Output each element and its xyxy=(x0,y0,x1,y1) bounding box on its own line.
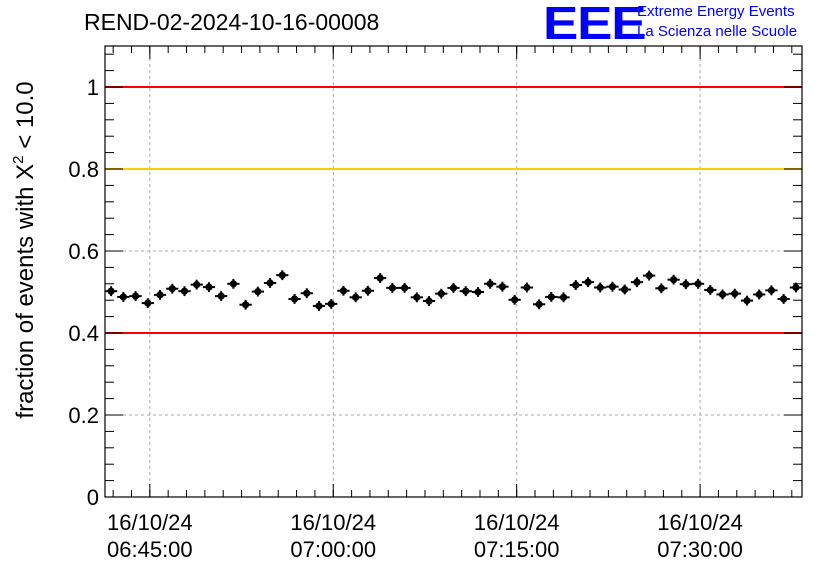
data-point xyxy=(290,295,299,303)
data-point xyxy=(400,284,409,292)
data-point xyxy=(180,287,189,295)
data-point xyxy=(706,286,714,294)
data-point xyxy=(645,272,653,280)
data-point xyxy=(572,281,580,289)
axis-ticks xyxy=(105,46,802,498)
data-point xyxy=(388,284,396,292)
data-point xyxy=(168,285,176,293)
data-point xyxy=(584,278,592,286)
data-point xyxy=(144,299,152,307)
data-point xyxy=(792,283,800,292)
data-point xyxy=(364,287,372,295)
data-point xyxy=(327,300,335,308)
x-tick-label-date: 16/10/24 xyxy=(657,510,743,535)
data-point xyxy=(718,290,727,299)
y-tick-label: 0.2 xyxy=(68,403,99,428)
data-point xyxy=(156,291,164,299)
data-point xyxy=(731,290,739,298)
data-point xyxy=(119,293,127,301)
data-point xyxy=(339,287,348,295)
y-tick-label: 1 xyxy=(87,75,99,100)
data-point xyxy=(376,274,384,282)
y-tick-label: 0 xyxy=(87,485,99,510)
data-point xyxy=(352,293,360,301)
y-tick-label: 0.6 xyxy=(68,239,99,264)
data-point xyxy=(131,292,140,300)
grid-lines xyxy=(105,46,802,497)
data-point xyxy=(511,296,519,304)
data-point xyxy=(413,293,421,301)
data-point xyxy=(559,293,568,301)
data-point xyxy=(755,290,763,299)
data-point xyxy=(486,280,494,288)
logo-line-1: Extreme Energy Events xyxy=(637,3,795,20)
x-tick-labels: 16/10/2406:45:0016/10/2407:00:0016/10/24… xyxy=(107,510,743,562)
data-point xyxy=(425,297,433,305)
data-point xyxy=(657,284,665,292)
data-point xyxy=(205,283,213,291)
data-point xyxy=(462,287,470,295)
data-point xyxy=(217,292,225,300)
data-point xyxy=(523,283,531,292)
data-point xyxy=(474,288,482,296)
y-tick-label: 0.8 xyxy=(68,157,99,182)
x-tick-label-time: 07:00:00 xyxy=(290,537,376,562)
logo-line-2: La Scienza nelle Scuole xyxy=(637,23,798,40)
reference-lines xyxy=(105,86,802,334)
data-point xyxy=(596,283,604,292)
x-tick-label-date: 16/10/24 xyxy=(290,510,376,535)
data-point xyxy=(303,289,311,297)
x-tick-label-date: 16/10/24 xyxy=(107,510,193,535)
data-point xyxy=(107,287,115,295)
x-tick-label-time: 07:30:00 xyxy=(657,537,743,562)
x-tick-label-time: 06:45:00 xyxy=(107,537,193,562)
data-point xyxy=(498,283,507,291)
data-point xyxy=(621,285,629,294)
data-point xyxy=(266,279,274,287)
data-point xyxy=(670,276,678,284)
data-point xyxy=(449,284,458,292)
y-tick-labels: 0 0.2 0.4 0.6 0.8 1 xyxy=(68,75,99,510)
chart-title: REND-02-2024-10-16-00008 xyxy=(84,9,380,35)
data-point xyxy=(278,271,286,279)
data-point xyxy=(633,278,641,286)
data-point xyxy=(193,281,201,289)
data-point xyxy=(780,295,788,303)
data-point xyxy=(242,301,250,309)
y-axis-label: fraction of events with X2 < 10.0 xyxy=(10,81,39,418)
x-tick-label-date: 16/10/24 xyxy=(474,510,560,535)
data-point xyxy=(743,297,751,305)
data-point xyxy=(547,293,555,301)
data-point xyxy=(694,280,702,288)
x-tick-label-time: 07:15:00 xyxy=(474,537,560,562)
data-point xyxy=(608,283,617,291)
data-point xyxy=(254,287,262,296)
plot-frame xyxy=(104,45,803,498)
data-point xyxy=(535,300,543,308)
data-point xyxy=(437,290,445,298)
data-points xyxy=(105,270,802,311)
data-point xyxy=(682,280,690,288)
y-tick-label: 0.4 xyxy=(68,321,99,346)
data-point xyxy=(315,302,323,310)
eee-logo: EEE xyxy=(543,0,647,49)
data-point xyxy=(229,280,237,288)
data-point xyxy=(767,286,776,294)
